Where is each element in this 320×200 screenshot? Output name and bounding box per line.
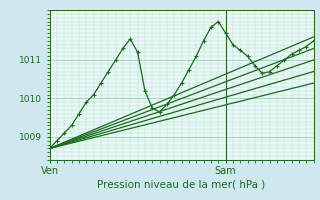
X-axis label: Pression niveau de la mer( hPa ): Pression niveau de la mer( hPa ) xyxy=(98,180,266,190)
